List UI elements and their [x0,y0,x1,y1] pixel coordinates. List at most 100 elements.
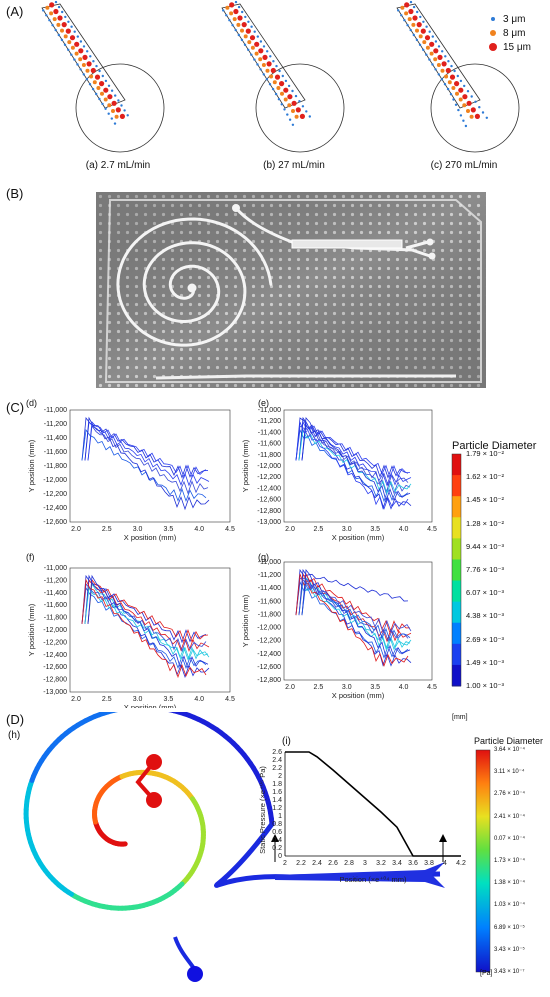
particle-dot [291,100,297,106]
chart-g: -11,000 -11,200 -11,400 -11,600 -11,800 -12,0… [241,559,437,700]
colorbar-title: Particle Diameter [452,440,537,452]
particle-dot [56,22,61,27]
particle-dot [120,104,123,107]
particle-dot [103,97,108,102]
chart-d: -11,000 -11,200 -11,400 -11,600 -11,800 -12,0… [27,407,235,542]
trajectory-line [84,416,210,511]
subplot-label-f: (f) [26,552,35,562]
particle-dot [249,35,256,41]
particle-dot [279,81,285,87]
colorbar-tick: 3.64 × 10⁻⁴ [494,747,525,753]
colorbar-tick: 1.49 × 10⁻³ [466,657,504,667]
inlet-port [187,966,203,982]
particle-dot [247,48,250,51]
x-tick-label: 2.2 [296,860,306,867]
particle-dot [259,40,263,43]
particle-dot [474,100,477,104]
legend-item: 15 μm [488,40,531,54]
particle-dot [247,20,250,23]
particle-dot [92,60,95,63]
colorbar-segment [452,538,461,560]
particle-dot [425,25,428,28]
colorbar-segment [452,496,461,518]
particle-dot [416,10,419,14]
particle-dot [69,35,76,41]
trajectory-line [84,586,210,661]
particle-dot [123,109,126,112]
particle-dot [444,74,449,79]
x-tick-label: 2.8 [344,860,354,867]
particle-dot [57,15,63,21]
particle-dot [305,110,308,113]
colorbar-unit-d: [Pa] [480,970,493,977]
y-tick-label: -11,000 [44,407,67,414]
colorbar-tick: 7.76 × 10⁻³ [466,565,504,574]
colorbar-tick: 2.76 × 10⁻⁴ [494,791,525,798]
legend-label: 8 μm [503,27,526,39]
particle-dot [450,64,453,68]
particle-dot [407,17,412,22]
y-tick-label: -12,800 [257,508,281,515]
particle-dot [447,60,450,63]
colorbar-tick: 1.73 × 10⁻⁴ [494,858,525,864]
colorbar-segment [452,580,461,603]
particle-dot [485,116,488,120]
particle-dot [458,97,463,102]
trajectory-line [298,428,412,495]
particle-dot [45,5,50,10]
x-tick-label: 2.0 [71,696,81,703]
y-tick-label: -11,200 [258,572,281,579]
particle-dot [115,107,121,113]
particle-dot [65,28,71,34]
x-tick-label: 4.0 [399,684,409,691]
plot-frame [69,409,231,523]
y-tick-label: 0.8 [272,821,282,828]
particle-dot [256,63,259,66]
particle-dot [114,94,117,97]
particle-dot [287,103,292,108]
pressure-line [285,751,461,857]
particle-dot [107,94,113,100]
x-tick-label: 3.0 [342,684,352,691]
x-tick-label: 3.0 [133,696,143,703]
particle-dot [234,28,237,32]
colorbar-tick: 1.38 × 10⁻⁴ [494,880,525,887]
particle-dot [117,99,120,102]
particle-dot [437,45,441,48]
particle-dot [241,10,244,14]
y-tick-label: -11,400 [258,585,281,592]
y-tick-label: -11,000 [258,559,281,566]
particle-dot [411,22,416,27]
trajectory-line [301,568,411,659]
x-tick-label: 3.6 [408,860,418,867]
particle-dot [266,61,272,67]
trajectory-line [295,568,409,616]
trajectory-line [298,568,412,667]
zoom-circle [75,63,165,153]
trajectory-line [295,428,409,503]
colorbar-tick: 1.45 × 10⁻² [466,495,504,505]
particle-dot [233,8,239,15]
particle-dot [57,5,61,9]
particle-dot [48,19,51,22]
particle-dot [91,87,95,91]
particle-dot [454,103,458,107]
particle-dot [400,14,403,17]
y-tick-label: -11,600 [44,449,67,456]
zoom-circle [255,63,345,153]
particle-dot [406,24,409,27]
y-axis-label: Y position (mm) [27,439,36,492]
trajectory-line [81,578,207,679]
particle-dot [441,50,444,53]
trajectory-line [295,421,409,511]
particle-dot [243,34,248,39]
particle-dot [444,55,447,58]
x-tick-label: 3.0 [342,526,352,533]
particle-dot [409,0,413,4]
particle-dot [49,11,54,16]
particle-dot [466,109,470,113]
particle-dot [86,61,92,67]
particle-dot [422,20,425,23]
particle-dot [462,94,468,100]
particle-dot [433,48,439,54]
